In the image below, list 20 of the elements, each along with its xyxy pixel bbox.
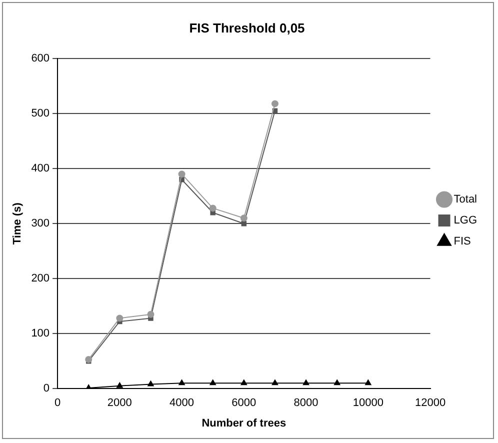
y-axis-title: Time (s) bbox=[12, 202, 24, 245]
y-tick-label: 200 bbox=[31, 272, 50, 285]
legend-label: FIS bbox=[454, 236, 471, 248]
y-tick-label: 600 bbox=[31, 52, 50, 65]
y-tick-label: 500 bbox=[31, 108, 50, 120]
legend-label: LGG bbox=[454, 214, 477, 227]
x-tick-label: 2000 bbox=[107, 397, 132, 410]
y-tick-label: 400 bbox=[31, 162, 50, 175]
x-axis-title: Number of trees bbox=[202, 417, 286, 430]
x-tick-label: 12000 bbox=[414, 397, 446, 410]
x-tick-label: 6000 bbox=[232, 397, 256, 410]
legend-label: Total bbox=[454, 194, 478, 206]
chart-title: FIS Threshold 0,05 bbox=[189, 20, 305, 36]
x-tick-label: 8000 bbox=[294, 397, 318, 410]
y-tick-label: 300 bbox=[31, 218, 50, 230]
x-tick-label: 4000 bbox=[170, 397, 194, 410]
x-tick-label: 10000 bbox=[352, 397, 384, 410]
y-tick-label: 100 bbox=[31, 328, 50, 340]
x-tick-label: 0 bbox=[54, 397, 61, 410]
y-tick-label: 0 bbox=[43, 382, 50, 395]
